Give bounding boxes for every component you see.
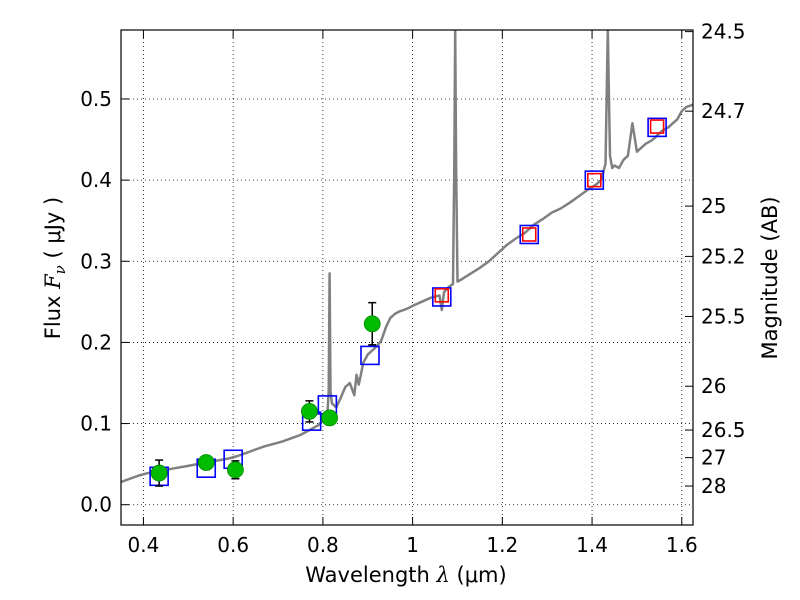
y-tick-label: 0.4 (80, 168, 112, 192)
grid-lines (121, 30, 693, 525)
x-tick-label: 1.4 (576, 533, 608, 557)
axis-ticks: 0.4 0.6 0.8 1 1.2 1.4 1.6 0.0 0.1 0.2 0.3 0.4 0.5 24.… (80, 20, 745, 557)
y-tick-label: 0.2 (80, 330, 112, 354)
observed-point (226, 461, 244, 479)
mag-tick-label: 25 (701, 194, 726, 218)
plot-background (121, 30, 693, 525)
x-tick-label: 1 (406, 533, 419, 557)
model-point-inner (521, 227, 537, 242)
observed-point (150, 464, 168, 482)
x-tick-label: 1.2 (486, 533, 518, 557)
x-tick-label: 0.4 (128, 533, 160, 557)
x-tick-label: 1.6 (666, 533, 698, 557)
observed-point (363, 315, 381, 333)
mag-tick-label: 25.5 (701, 304, 746, 328)
model-point (360, 345, 380, 366)
model-point (647, 117, 667, 138)
plot-frame (120, 29, 694, 526)
model-point (584, 170, 605, 190)
model-point (519, 224, 540, 245)
y-tick-label: 0.3 (80, 249, 112, 273)
y-tick-label: 0.0 (80, 493, 112, 517)
x-axis-label: Wavelength λ (μm) (305, 563, 506, 587)
mag-tick-label: 26.5 (701, 418, 746, 442)
observed-point (197, 454, 215, 471)
y-tick-label: 0.1 (80, 412, 112, 436)
mag-tick-label: 24.5 (701, 20, 746, 44)
y-axis-label: Flux Fν ( μJy ) (41, 197, 69, 339)
y-tick-label: 0.5 (80, 87, 112, 111)
mag-tick-label: 25.2 (701, 244, 746, 268)
model-point-inner (587, 172, 602, 188)
observed-point (321, 409, 339, 427)
model-point (431, 287, 452, 307)
y2-axis-label: Magnitude (AB) (758, 196, 782, 359)
x-tick-label: 0.8 (307, 533, 339, 557)
model-point-inner (434, 288, 450, 303)
mag-tick-label: 24.7 (701, 99, 746, 123)
plot-area (121, 30, 693, 487)
model-point-inner (649, 119, 665, 134)
x-tick-label: 0.6 (217, 533, 249, 557)
observed-point (301, 402, 318, 420)
mag-tick-label: 28 (701, 474, 726, 498)
mag-tick-label: 26 (701, 374, 726, 398)
mag-tick-label: 27 (701, 446, 726, 470)
